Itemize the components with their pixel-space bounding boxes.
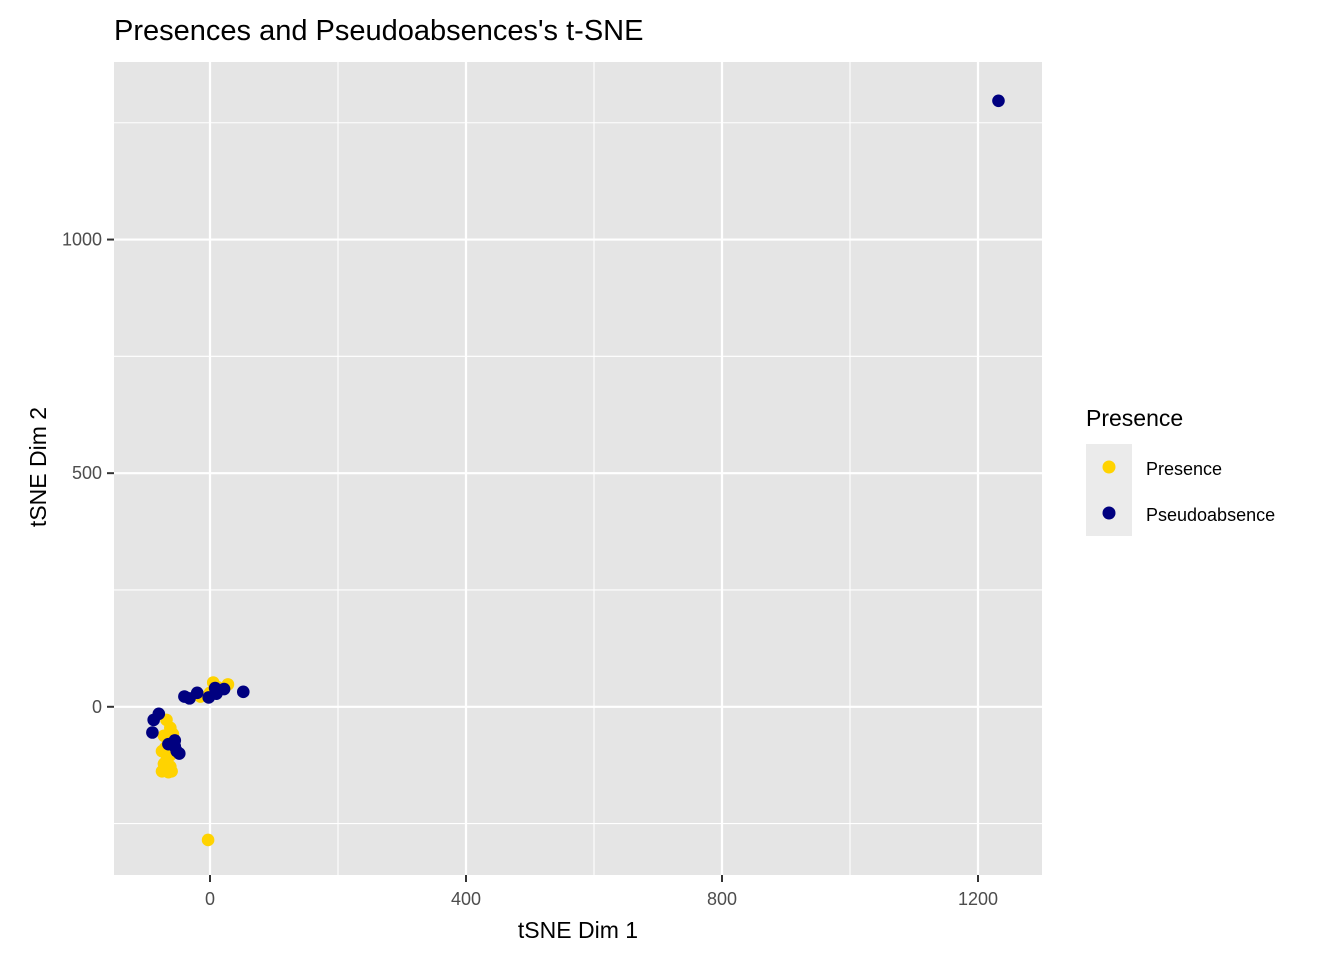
y-axis-title: tSNE Dim 2 bbox=[25, 407, 51, 527]
point-pseudoabsence bbox=[178, 690, 191, 703]
x-tick-label: 400 bbox=[451, 889, 481, 909]
legend-title: Presence bbox=[1086, 405, 1183, 431]
x-tick-label: 800 bbox=[707, 889, 737, 909]
chart-title: Presences and Pseudoabsences's t-SNE bbox=[114, 15, 643, 47]
x-tick-label: 0 bbox=[205, 889, 215, 909]
legend-key-pseudoabsence bbox=[1102, 506, 1116, 520]
series-pseudoabsence bbox=[146, 94, 1005, 760]
point-pseudoabsence bbox=[146, 726, 159, 739]
point-pseudoabsence bbox=[236, 685, 250, 699]
axis-ticks bbox=[107, 238, 979, 882]
legend-key-presence bbox=[1102, 460, 1116, 474]
x-tick-label: 1200 bbox=[958, 889, 998, 909]
plot-panel bbox=[114, 62, 1042, 875]
data-points bbox=[146, 94, 1005, 847]
legend-label-presence: Presence bbox=[1146, 459, 1222, 479]
y-tick-label: 1000 bbox=[62, 230, 102, 250]
x-axis-title: tSNE Dim 1 bbox=[518, 917, 638, 943]
legend-label-pseudoabsence: Pseudoabsence bbox=[1146, 505, 1275, 525]
x-axis-tick-labels: 0 400 800 1200 bbox=[205, 889, 998, 909]
point-presence bbox=[201, 833, 215, 847]
y-tick-label: 500 bbox=[72, 463, 102, 483]
y-axis-tick-labels: 0 500 1000 bbox=[62, 230, 102, 717]
point-presence bbox=[158, 762, 172, 775]
point-pseudoabsence bbox=[992, 94, 1005, 108]
minor-gridlines bbox=[114, 62, 1042, 875]
point-pseudoabsence bbox=[152, 707, 166, 721]
y-tick-label: 0 bbox=[92, 697, 102, 717]
point-pseudoabsence bbox=[170, 744, 184, 758]
point-pseudoabsence bbox=[202, 691, 216, 704]
major-gridlines bbox=[114, 62, 1042, 875]
legend: Presence Presence Pseudoabsence bbox=[1086, 405, 1275, 536]
